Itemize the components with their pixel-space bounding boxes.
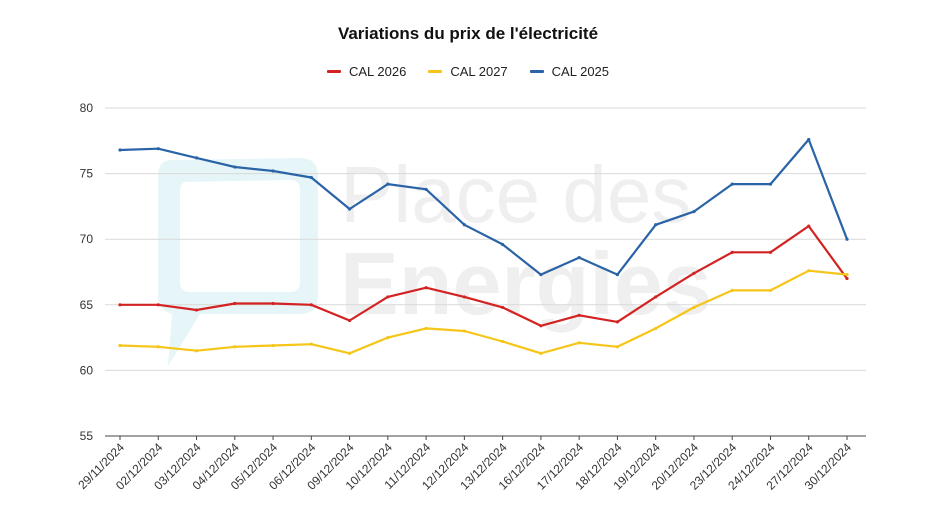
data-point	[118, 303, 122, 307]
data-point	[309, 303, 313, 307]
legend-swatch-0	[326, 70, 341, 73]
legend-swatch-2	[529, 70, 544, 73]
data-point	[424, 286, 428, 290]
data-point	[768, 250, 773, 254]
data-point	[156, 345, 160, 349]
data-point	[845, 237, 849, 241]
data-point	[768, 182, 773, 186]
y-tick-label: 75	[80, 167, 94, 181]
series-lines	[118, 137, 849, 355]
watermark-line2: Energies	[340, 234, 712, 333]
data-point	[233, 345, 237, 349]
data-point	[156, 303, 160, 307]
data-point	[615, 345, 620, 349]
data-point	[424, 187, 428, 191]
data-point	[692, 305, 696, 310]
data-point	[730, 250, 734, 254]
y-tick-label: 55	[80, 429, 94, 443]
data-point	[577, 313, 581, 317]
legend-swatch-1	[428, 70, 443, 73]
legend-item-1[interactable]: CAL 2027	[428, 64, 508, 79]
data-point	[309, 342, 313, 346]
watermark-logo: Place des Energies	[158, 150, 712, 366]
data-point	[501, 242, 505, 247]
data-point	[194, 156, 199, 160]
y-tick-label: 60	[80, 363, 94, 377]
data-point	[233, 165, 237, 169]
data-point	[539, 273, 543, 277]
y-tick-label: 80	[80, 101, 94, 115]
data-point	[424, 326, 428, 331]
data-point	[386, 336, 390, 340]
data-point	[347, 318, 352, 323]
watermark-bubble-inner	[180, 180, 300, 292]
data-point	[692, 271, 696, 275]
data-point	[233, 301, 237, 306]
data-point	[845, 276, 849, 281]
series-line-2	[118, 138, 849, 276]
data-point	[577, 255, 581, 260]
data-point	[501, 305, 505, 310]
data-point	[347, 351, 352, 355]
data-point	[730, 182, 734, 186]
data-point	[539, 351, 543, 355]
grid	[105, 107, 866, 437]
data-point	[501, 339, 505, 344]
data-point	[807, 269, 811, 273]
legend-label-2: CAL 2025	[551, 64, 610, 79]
data-point	[194, 308, 199, 312]
x-axis-ticks: 29/11/202402/12/202403/12/202404/12/2024…	[75, 436, 854, 493]
watermark-line1: Place des	[340, 150, 691, 239]
legend-item-2[interactable]: CAL 2025	[529, 64, 610, 79]
data-point	[309, 175, 313, 180]
data-point	[807, 137, 811, 142]
data-point	[118, 148, 122, 152]
data-point	[807, 224, 811, 228]
y-tick-label: 65	[80, 298, 94, 312]
data-point	[615, 273, 620, 277]
legend: CAL 2026 CAL 2027 CAL 2025	[0, 64, 936, 79]
data-point	[386, 182, 390, 186]
data-point	[654, 295, 658, 299]
data-point	[462, 329, 466, 333]
data-point	[539, 324, 543, 328]
data-point	[768, 288, 773, 292]
data-point	[577, 341, 581, 345]
chart-title: Variations du prix de l'électricité	[337, 24, 599, 43]
data-point	[386, 295, 390, 299]
y-tick-label: 70	[80, 232, 94, 246]
data-point	[271, 343, 275, 348]
data-point	[692, 210, 696, 214]
data-point	[156, 147, 160, 151]
data-point	[730, 288, 734, 292]
data-point	[654, 326, 658, 331]
series-line-0	[118, 225, 849, 327]
data-point	[654, 223, 658, 227]
data-point	[615, 320, 620, 324]
data-point	[194, 349, 199, 353]
data-point	[347, 207, 352, 211]
data-point	[462, 295, 466, 299]
data-point	[271, 301, 275, 306]
data-point	[845, 273, 849, 277]
data-point	[118, 343, 122, 348]
data-point	[271, 169, 275, 173]
data-point	[462, 223, 466, 227]
legend-label-1: CAL 2027	[450, 64, 508, 79]
series-line-1	[118, 269, 849, 355]
y-axis-ticks: 55 60 65 70 75 80	[80, 101, 94, 443]
legend-item-0[interactable]: CAL 2026	[326, 64, 407, 79]
legend-label-0: CAL 2026	[348, 64, 407, 79]
